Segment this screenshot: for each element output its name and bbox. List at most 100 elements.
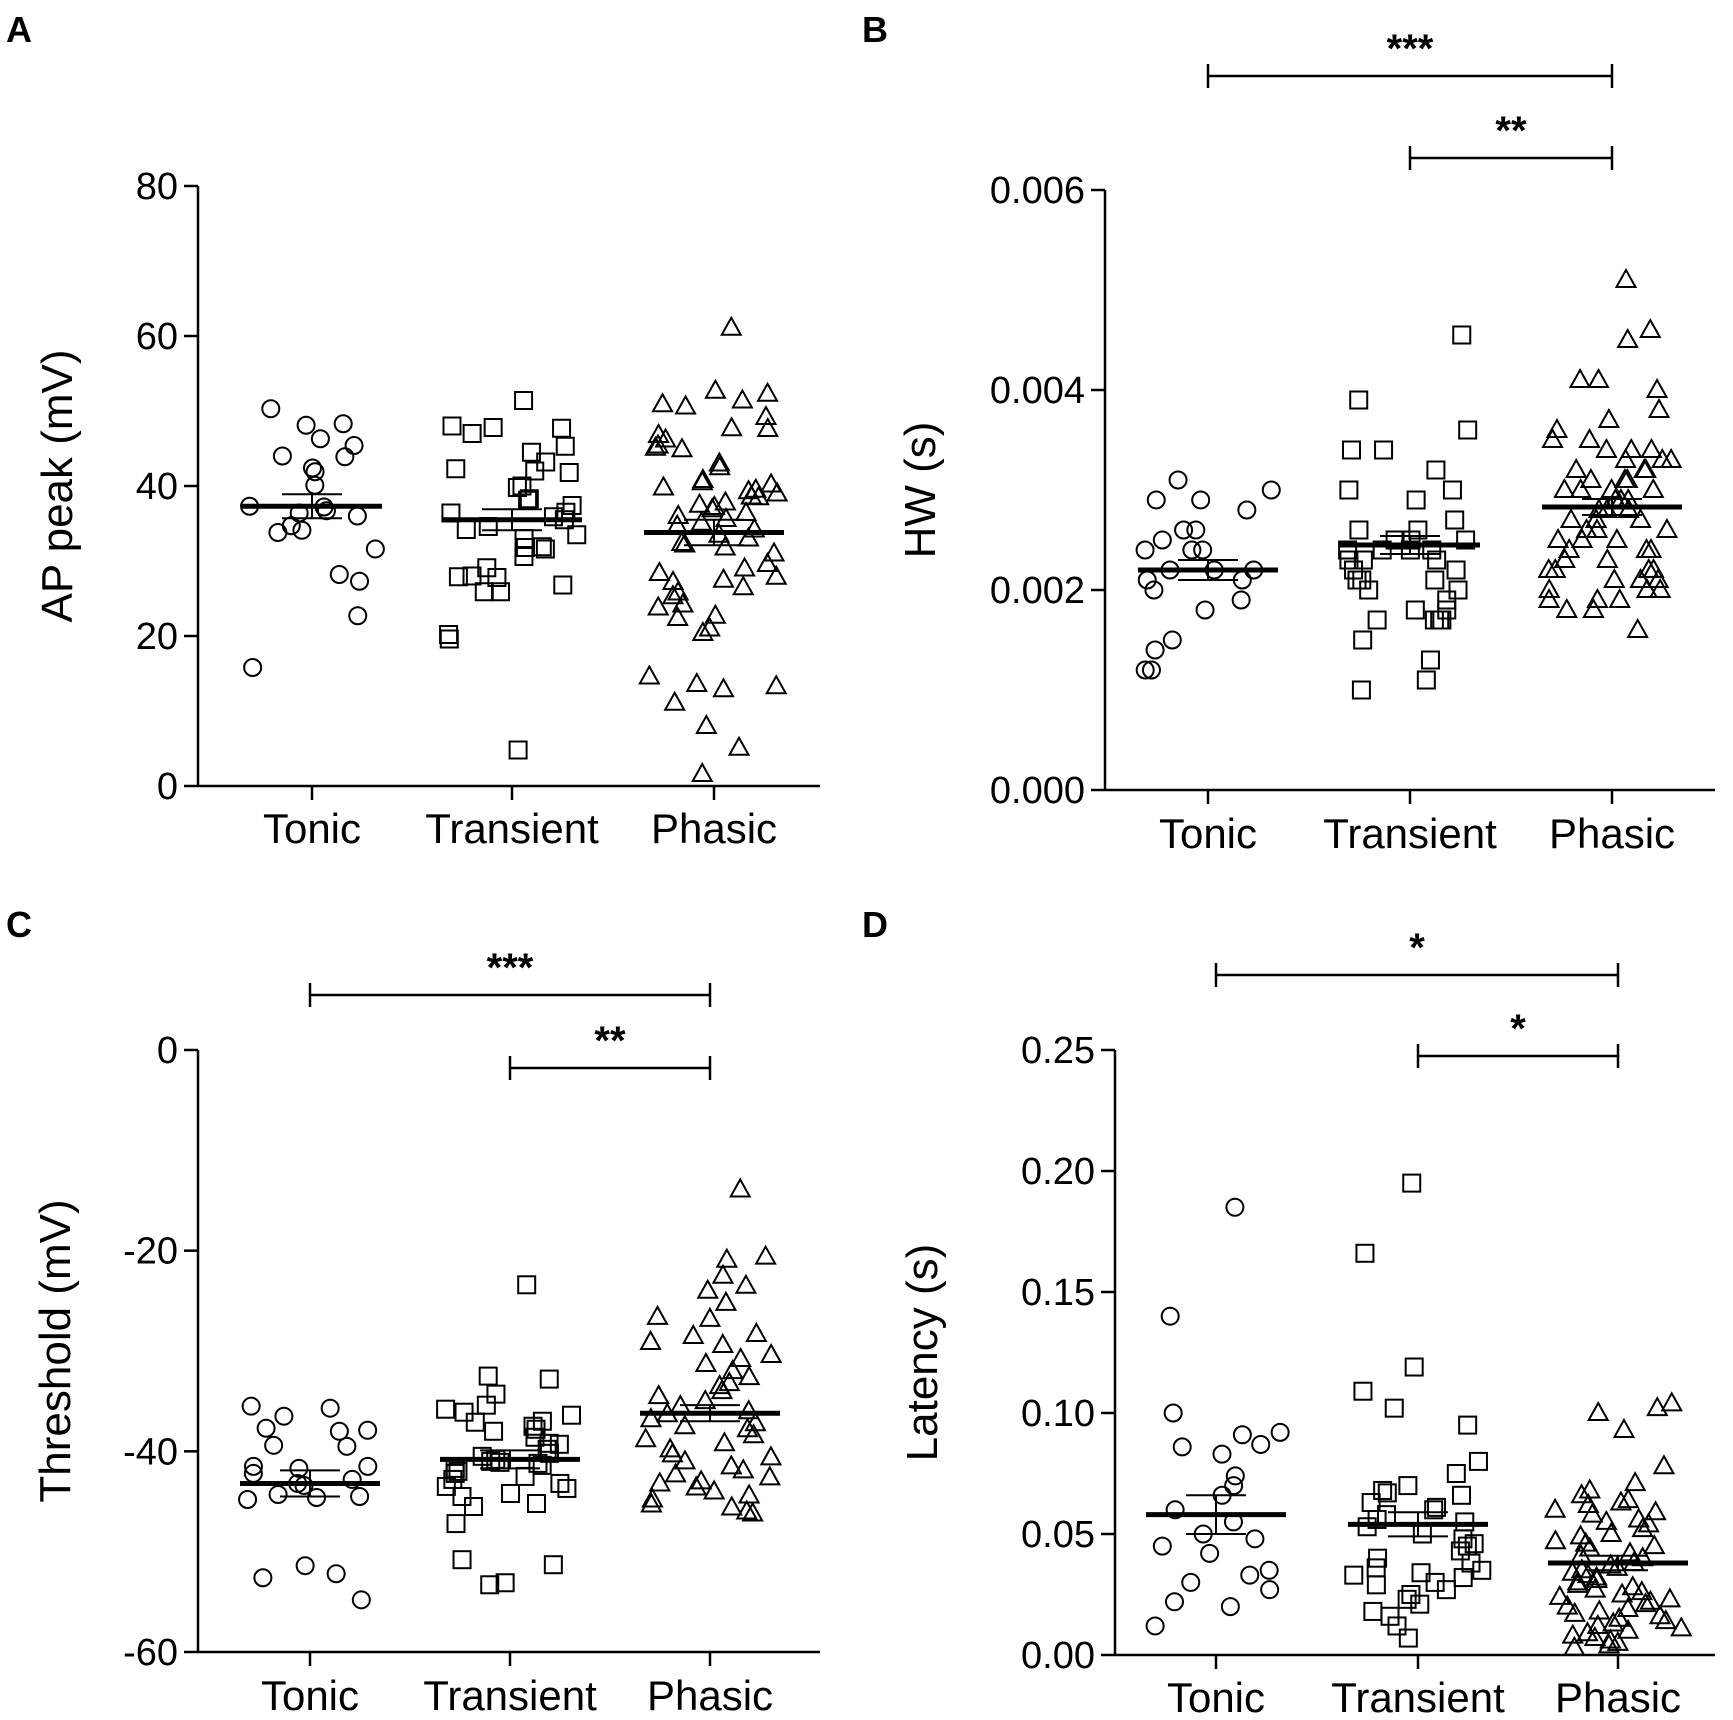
data-point [1652,1454,1676,1475]
data-point [1647,397,1671,418]
data-point [1412,1524,1432,1544]
data-point [1556,1594,1579,1615]
data-point [1146,490,1166,510]
data-point [1458,420,1478,440]
data-point [305,462,325,482]
data-point [1181,1572,1201,1592]
data-point [1237,500,1257,520]
panel-a: A 0 20 40 60 80 AP peak (mV) Tonic Transient Phas… [6,9,820,852]
data-point [1240,1565,1260,1585]
data-point [1635,577,1659,598]
data-point [1621,1575,1644,1596]
data-point [742,1423,765,1444]
data-point [1646,567,1670,588]
data-point [689,1469,713,1490]
data-point [758,1465,781,1486]
data-point [1372,540,1392,560]
data-point [1620,437,1643,458]
data-point [519,489,539,509]
data-point [1446,560,1466,580]
data-point [1351,680,1371,700]
data-point [1442,480,1462,500]
data-point [1168,470,1188,490]
data-point [646,433,670,454]
data-point [1559,507,1583,528]
data-point [525,1427,545,1447]
data-point [729,1346,752,1368]
data-point [1452,325,1472,345]
data-point [694,1351,718,1373]
y-tick-label: 0.004 [990,370,1085,412]
data-point [1614,447,1637,468]
data-point [1355,1243,1375,1263]
data-point [1260,1580,1280,1600]
data-point [732,575,755,596]
data-point [436,1399,456,1419]
data-point [634,1427,657,1448]
series-transient [436,1275,581,1595]
panel-letter: D [862,904,888,945]
data-point [484,1421,504,1441]
data-point [765,564,788,585]
data-point [759,1342,783,1364]
data-point [1548,1584,1571,1605]
data-point [344,436,364,455]
y-tick-label: -40 [123,1431,178,1473]
data-point [1353,630,1373,650]
data-point [1411,1563,1431,1583]
data-point [256,1418,276,1438]
category-label-transient: Transient [1331,1674,1505,1720]
data-point [1353,1381,1373,1401]
data-point [495,1573,515,1593]
data-point [712,677,735,698]
data-point [1601,1611,1625,1632]
y-axis-title: Latency (s) [898,1244,947,1462]
data-point [737,1483,761,1504]
data-point [1453,1529,1473,1549]
data-point [762,541,786,562]
data-point [1576,1621,1599,1642]
series-phasic [1537,267,1683,638]
category-label-transient: Transient [425,805,599,852]
data-point [1380,1606,1400,1626]
data-point [243,658,263,677]
data-point [1408,520,1428,540]
data-point [501,1483,521,1503]
data-point [1193,540,1213,560]
data-point [1368,1548,1388,1568]
series-phasic [1543,1391,1693,1656]
data-point [733,556,756,577]
category-label-tonic: Tonic [263,805,361,852]
data-point [1141,660,1161,680]
data-point [1212,1444,1232,1464]
data-point [517,1275,537,1295]
data-point [667,503,690,524]
data-point [1385,530,1405,550]
data-point [320,1398,340,1418]
data-point [711,1332,734,1353]
data-point [1658,1587,1682,1608]
data-point [737,1399,760,1420]
data-point [1634,1592,1657,1613]
data-point [1349,390,1369,410]
data-point [483,418,503,437]
data-point [720,315,743,336]
data-point [1220,1597,1240,1617]
data-point [670,437,694,458]
data-point [478,1366,498,1386]
data-point [765,481,789,502]
significance-label: *** [487,946,534,990]
data-point [1639,317,1662,338]
data-point [714,1290,738,1311]
data-point [674,394,697,415]
data-point [1564,457,1588,478]
data-point [1349,520,1369,540]
data-point [1426,460,1446,480]
series-tonic [1145,1197,1290,1636]
data-point [648,1471,671,1492]
data-point [514,547,534,566]
data-point [1645,377,1669,398]
data-point [1160,1306,1180,1326]
data-point [1384,1398,1404,1418]
data-point [1595,1509,1618,1530]
